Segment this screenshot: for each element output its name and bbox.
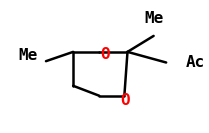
Text: O: O [101, 47, 110, 62]
Text: Me: Me [144, 11, 163, 26]
Text: O: O [121, 93, 130, 108]
Text: Me: Me [19, 48, 38, 63]
Text: Ac: Ac [186, 55, 205, 70]
